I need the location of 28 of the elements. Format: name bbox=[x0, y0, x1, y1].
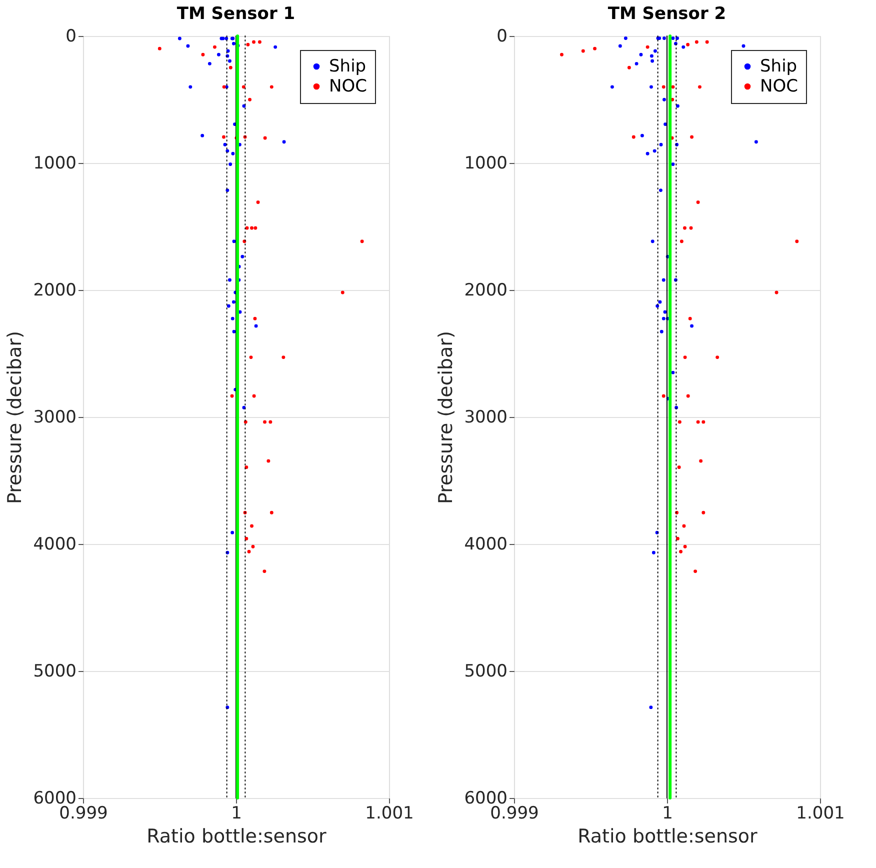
legend-label: Ship bbox=[760, 56, 798, 76]
x-tick-label: 1.001 bbox=[365, 804, 414, 824]
y-tick-label: 4000 bbox=[464, 534, 508, 554]
x-tick-label: 0.999 bbox=[59, 804, 108, 824]
y-tick-label: 4000 bbox=[33, 534, 76, 554]
y-tick-label: 5000 bbox=[33, 662, 76, 682]
y-axis-title: Pressure (decibar) bbox=[4, 331, 26, 504]
x-tick-label: 0.999 bbox=[490, 804, 539, 824]
x-tick-label: 1 bbox=[231, 804, 242, 824]
y-tick-label: 1000 bbox=[464, 154, 508, 174]
y-tick-label: 2000 bbox=[464, 280, 508, 300]
y-tick-label: 3000 bbox=[464, 408, 508, 428]
chart-title: TM Sensor 2 bbox=[608, 4, 726, 24]
y-axis-title: Pressure (decibar) bbox=[435, 331, 458, 504]
x-tick-label: 1 bbox=[662, 804, 673, 824]
legend-label: NOC bbox=[329, 76, 367, 96]
x-axis-title: Ratio bottle:sensor bbox=[578, 826, 758, 848]
y-tick-label: 5000 bbox=[464, 662, 508, 682]
y-tick-label: 0 bbox=[496, 26, 508, 46]
y-tick-label: 2000 bbox=[33, 280, 76, 300]
legend-label: Ship bbox=[329, 56, 366, 76]
y-tick-label: 0 bbox=[66, 26, 76, 46]
y-tick-label: 3000 bbox=[33, 408, 76, 428]
x-tick-label: 1.001 bbox=[796, 804, 845, 824]
y-tick-label: 1000 bbox=[33, 154, 76, 174]
x-axis-title: Ratio bottle:sensor bbox=[146, 826, 327, 848]
legend-label: NOC bbox=[760, 76, 798, 96]
chart-title: TM Sensor 1 bbox=[176, 4, 296, 24]
